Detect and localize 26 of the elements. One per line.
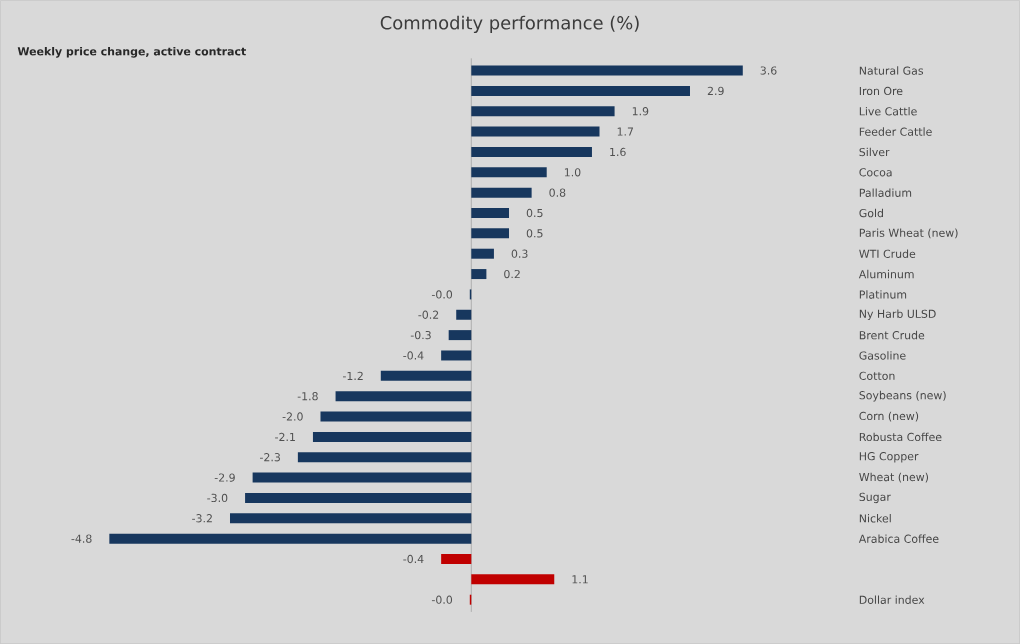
- bar: [471, 167, 547, 178]
- bar: [109, 533, 472, 544]
- bar: [448, 329, 472, 340]
- bar: [441, 350, 472, 361]
- bar: [456, 309, 472, 320]
- bar: [335, 391, 472, 402]
- bar: [471, 228, 510, 239]
- bar: [471, 106, 615, 117]
- bar: [471, 574, 555, 585]
- bar: [252, 472, 472, 483]
- bar: [471, 207, 510, 218]
- bar: [471, 187, 532, 198]
- chart-title: Commodity performance (%): [380, 15, 639, 33]
- bar: [471, 65, 743, 76]
- bar: [471, 268, 487, 279]
- bar: [441, 553, 472, 564]
- bar: [471, 146, 592, 157]
- bar: [230, 513, 472, 524]
- bar: [471, 126, 600, 137]
- bar: [471, 248, 494, 259]
- bar: [297, 452, 472, 463]
- bar: [320, 411, 472, 422]
- bar: [245, 492, 472, 503]
- bar: [312, 431, 472, 442]
- bar: [380, 370, 472, 381]
- bar: [471, 85, 690, 96]
